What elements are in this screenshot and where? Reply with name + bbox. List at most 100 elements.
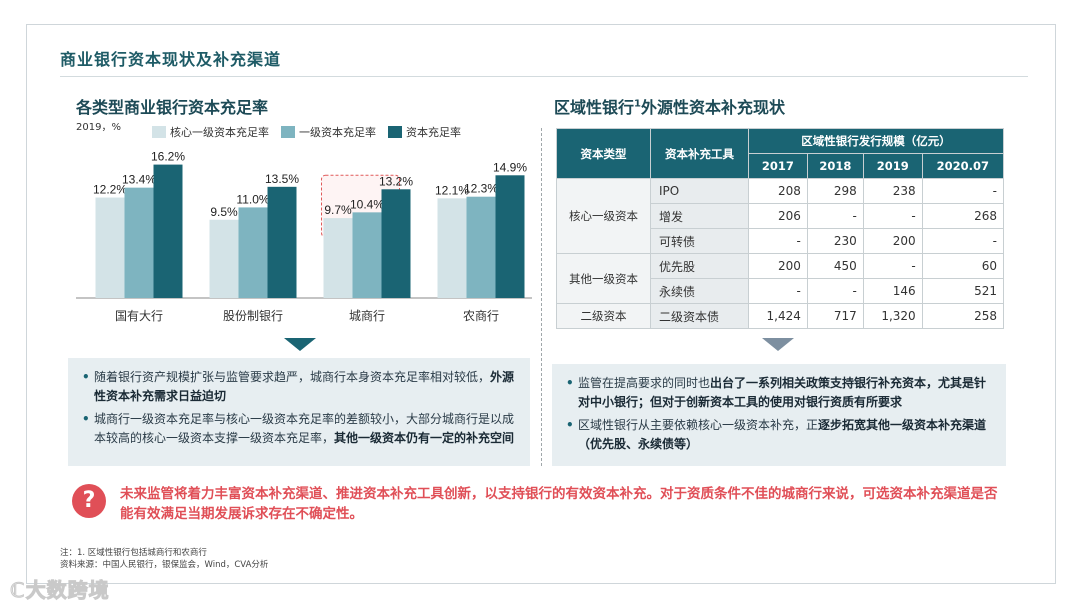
bar-3-0: [437, 198, 467, 298]
legend-label: 一级资本充足率: [299, 126, 376, 139]
cell-capital-type: 二级资本: [556, 303, 651, 329]
bar-3-2: [495, 175, 525, 298]
cell-capital-type: 其他一级资本: [556, 253, 651, 304]
header-capital-type: 资本类型: [556, 128, 651, 179]
category-label: 城商行: [349, 308, 385, 323]
bar-1-1: [238, 207, 268, 298]
cell-value: 208: [748, 178, 808, 204]
header-year: 2019: [862, 153, 923, 179]
title-divider: [60, 76, 1028, 77]
category-label: 农商行: [463, 308, 499, 323]
legend-label: 资本充足率: [406, 126, 461, 139]
cell-value: 200: [862, 228, 923, 254]
page-title: 商业银行资本现状及补充渠道: [60, 50, 282, 69]
header-year: 2020.07: [921, 153, 1005, 179]
cell-tool: 增发: [650, 203, 749, 229]
cell-value: 298: [806, 178, 864, 204]
cell-tool: IPO: [650, 178, 749, 204]
legend-item-tier1: 一级资本充足率: [281, 124, 376, 140]
left-notes-box: 随着银行资产规模扩张与监管要求趋严，城商行本身资本充足率相对较低，外源性资本补充…: [68, 358, 530, 466]
section-divider: [541, 128, 542, 466]
bar-0-0: [95, 197, 125, 298]
cell-value: -: [748, 278, 808, 304]
category-label: 股份制银行: [223, 309, 283, 323]
left-note-1: 随着银行资产规模扩张与监管要求趋严，城商行本身资本充足率相对较低，外源性资本补充…: [82, 368, 516, 406]
cell-value: -: [921, 178, 1005, 204]
bar-2-1: [352, 212, 382, 298]
legend-swatch: [281, 126, 295, 138]
question-icon: ?: [72, 484, 106, 518]
bar-0-2: [153, 164, 183, 298]
header-year: 2018: [806, 153, 864, 179]
bar-2-2: [381, 189, 411, 298]
category-label: 国有大行: [115, 309, 163, 323]
cell-tool: 可转债: [650, 228, 749, 254]
chart-subtitle: 2019，%: [76, 122, 121, 133]
source-note: 资料来源：中国人民银行，银保监会，Wind，CVA分析: [60, 560, 269, 570]
header-tool: 资本补充工具: [650, 128, 749, 179]
cell-tool: 优先股: [650, 253, 749, 279]
data-label: 12.3%: [464, 182, 498, 196]
table-row: 核心一级资本 IPO 208 298 238 -: [556, 178, 1005, 254]
table-row: 二级资本 二级资本债 1,424 717 1,320 258: [556, 303, 1005, 329]
right-note-1: 监管在提高要求的同时也出台了一系列相关政策支持银行补充资本，尤其是针对中小银行；…: [566, 374, 992, 412]
cell-value: 268: [921, 203, 1005, 229]
cell-value: 1,424: [748, 303, 808, 329]
data-label: 9.7%: [324, 203, 352, 217]
cell-value: 60: [921, 253, 1005, 279]
cell-value: -: [862, 253, 923, 279]
cell-value: -: [806, 203, 864, 229]
left-section-title: 各类型商业银行资本充足率: [76, 98, 269, 117]
chart-legend: 核心一级资本充足率 一级资本充足率 资本充足率: [152, 124, 461, 140]
footnote: 注：1. 区域性银行包括城商行和农商行: [60, 548, 207, 558]
bar-2-0: [323, 218, 353, 298]
data-label: 13.5%: [265, 172, 299, 186]
data-label: 13.2%: [379, 174, 413, 188]
bar-3-1: [466, 196, 496, 298]
cell-value: 146: [862, 278, 923, 304]
header-issuance-scale: 区域性银行发行规模（亿元）: [748, 128, 1004, 154]
cell-tool: 永续债: [650, 278, 749, 304]
data-label: 14.9%: [493, 160, 527, 174]
cell-value: 521: [921, 278, 1005, 304]
capital-ratio-bar-chart: 12.2%13.4% 16.2% 国有大行 9.5%11.0% 13.5% 股份制银行 9.…: [76, 150, 532, 323]
data-label: 12.1%: [435, 183, 469, 197]
data-label: 11.0%: [236, 192, 269, 206]
header-year: 2017: [748, 153, 808, 179]
table-row: 可转债 - 230 200 -: [557, 228, 1005, 254]
cell-value: -: [921, 228, 1005, 254]
cell-value: 238: [862, 178, 923, 204]
legend-swatch: [152, 126, 166, 138]
arrow-down-icon: [284, 338, 316, 351]
capital-supplement-table: 资本类型 资本补充工具 区域性银行发行规模（亿元） 2017 2018 2019…: [556, 128, 1005, 329]
right-notes-box: 监管在提高要求的同时也出台了一系列相关政策支持银行补充资本，尤其是针对中小银行；…: [552, 364, 1006, 466]
bar-0-1: [124, 187, 154, 298]
data-label: 12.2%: [93, 183, 127, 197]
cell-value: -: [748, 228, 808, 254]
cell-value: 258: [921, 303, 1005, 329]
cell-value: -: [806, 278, 864, 304]
cell-value: 1,320: [862, 303, 923, 329]
bar-1-0: [209, 219, 239, 298]
table-row: 永续债 - - 146 521: [557, 278, 1005, 304]
cell-value: 206: [748, 203, 808, 229]
cell-tool: 二级资本债: [650, 303, 749, 329]
watermark-logo: ℂ大数跨境: [10, 578, 110, 603]
data-label: 13.4%: [122, 173, 156, 187]
cell-capital-type: 核心一级资本: [556, 178, 651, 254]
cell-value: 450: [806, 253, 864, 279]
right-note-2: 区域性银行从主要依赖核心一级资本补充，正逐步拓宽其他一级资本补充渠道（优先股、永…: [566, 416, 992, 454]
cell-value: 230: [806, 228, 864, 254]
data-label: 9.5%: [210, 205, 238, 219]
cell-value: 200: [748, 253, 808, 279]
left-note-2: 城商行一级资本充足率与核心一级资本充足率的差额较小，大部分城商行是以成本较高的核…: [82, 410, 516, 448]
table-row: 增发 206 - - 268: [557, 203, 1005, 229]
legend-item-total-capital: 资本充足率: [388, 124, 461, 140]
arrow-down-icon: [762, 338, 794, 351]
legend-label: 核心一级资本充足率: [170, 126, 269, 139]
bar-1-2: [267, 186, 297, 298]
right-section-title: 区域性银行1外源性资本补充现状: [554, 98, 785, 117]
legend-item-core-tier1: 核心一级资本充足率: [152, 124, 269, 140]
data-label: 10.4%: [350, 197, 384, 211]
data-label: 16.2%: [151, 150, 185, 164]
